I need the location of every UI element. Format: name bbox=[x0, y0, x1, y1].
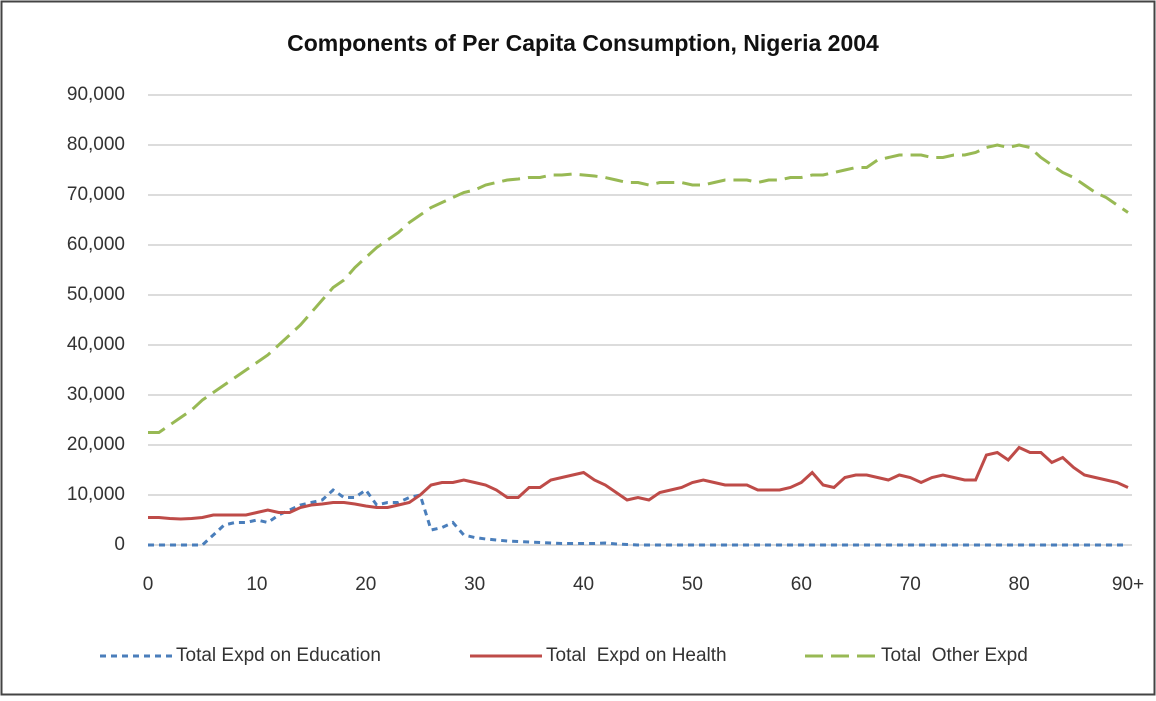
x-tick-label: 20 bbox=[355, 574, 376, 595]
x-tick-label: 30 bbox=[464, 574, 485, 595]
x-tick-label: 40 bbox=[573, 574, 594, 595]
y-tick-label: 70,000 bbox=[67, 184, 125, 205]
legend-label: Total Expd on Health bbox=[546, 645, 727, 666]
y-tick-label: 60,000 bbox=[67, 234, 125, 255]
x-tick-label: 80 bbox=[1009, 574, 1030, 595]
y-tick-label: 20,000 bbox=[67, 434, 125, 455]
x-tick-label: 10 bbox=[246, 574, 267, 595]
y-tick-label: 80,000 bbox=[67, 134, 125, 155]
series-line bbox=[148, 143, 1129, 434]
x-tick-label: 50 bbox=[682, 574, 703, 595]
y-tick-label: 90,000 bbox=[67, 84, 125, 105]
x-tick-label: 0 bbox=[143, 574, 154, 595]
y-tick-label: 40,000 bbox=[67, 334, 125, 355]
y-tick-label: 0 bbox=[114, 534, 125, 555]
legend-label: Total Other Expd bbox=[881, 645, 1028, 666]
y-tick-label: 10,000 bbox=[67, 484, 125, 505]
x-tick-label: 90+ bbox=[1112, 574, 1144, 595]
series-line bbox=[148, 445, 1129, 521]
chart-title: Components of Per Capita Consumption, Ni… bbox=[287, 30, 879, 56]
y-tick-label: 30,000 bbox=[67, 384, 125, 405]
x-tick-label: 70 bbox=[900, 574, 921, 595]
series-line bbox=[148, 487, 1128, 547]
legend-label: Total Expd on Education bbox=[176, 645, 381, 666]
y-tick-label: 50,000 bbox=[67, 284, 125, 305]
x-tick-label: 60 bbox=[791, 574, 812, 595]
